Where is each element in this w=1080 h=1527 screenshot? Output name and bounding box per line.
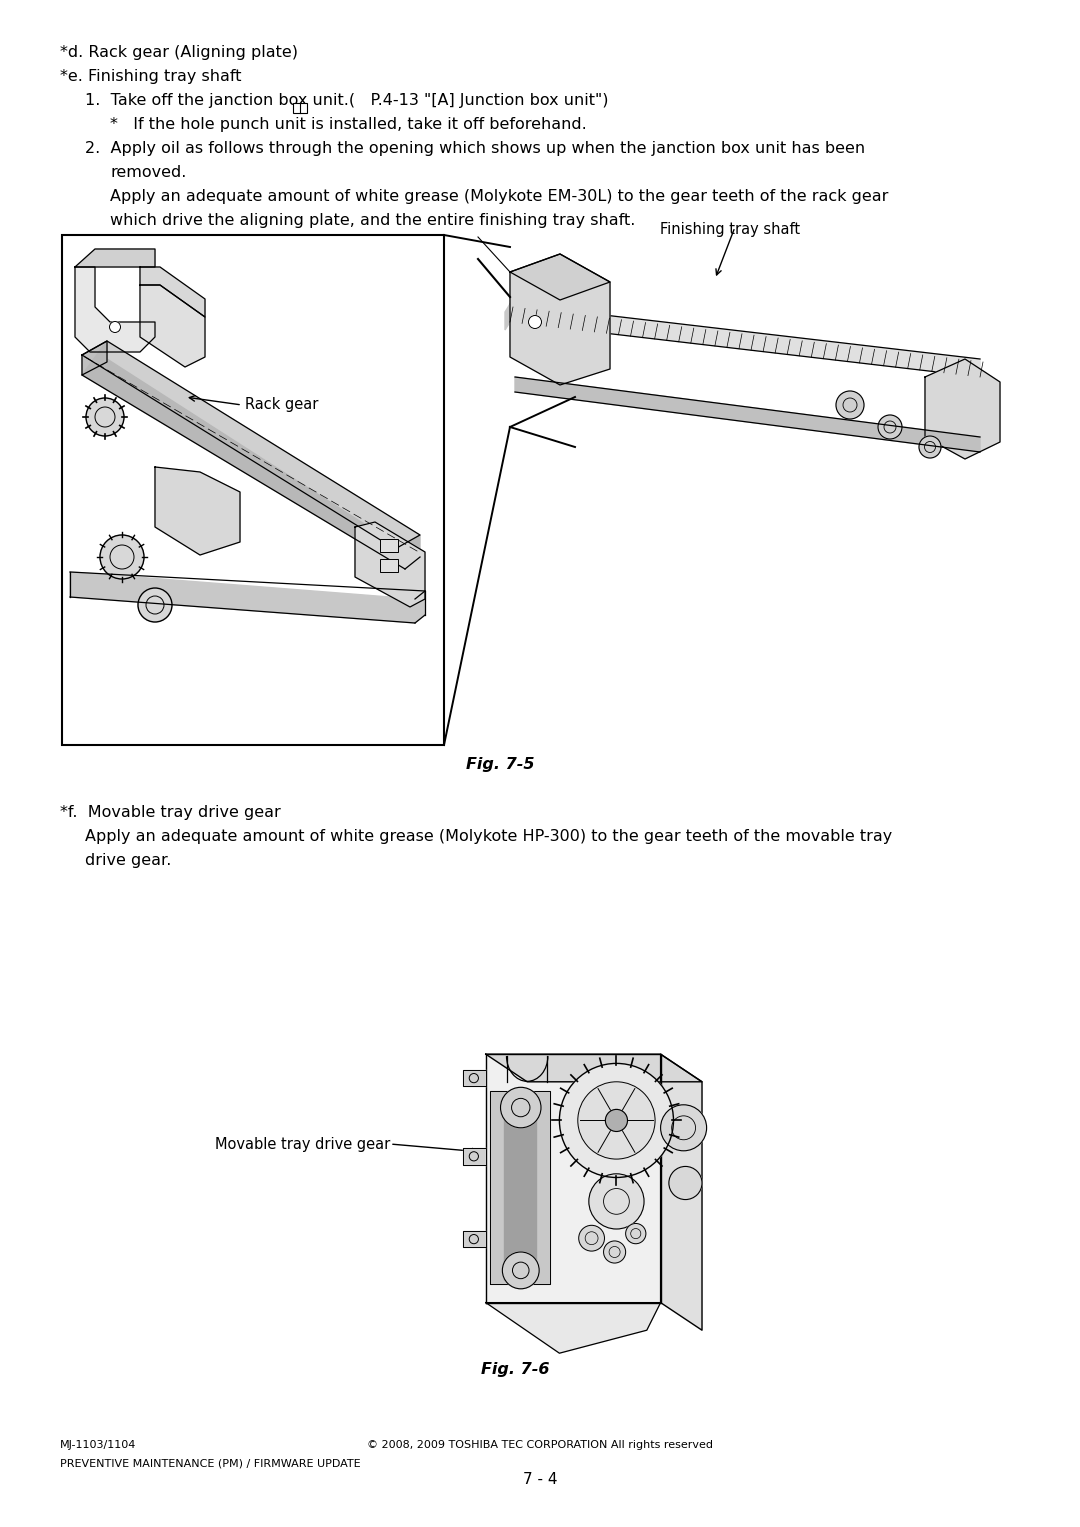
Text: 2.  Apply oil as follows through the opening which shows up when the janction bo: 2. Apply oil as follows through the open… xyxy=(85,140,865,156)
Text: PREVENTIVE MAINTENANCE (PM) / FIRMWARE UPDATE: PREVENTIVE MAINTENANCE (PM) / FIRMWARE U… xyxy=(60,1458,361,1467)
Circle shape xyxy=(138,588,172,621)
Text: Rack gear: Rack gear xyxy=(245,397,319,412)
Bar xyxy=(380,539,399,551)
Polygon shape xyxy=(486,1303,661,1353)
Text: Fig. 7-6: Fig. 7-6 xyxy=(481,1362,550,1377)
Text: *e. Finishing tray shaft: *e. Finishing tray shaft xyxy=(60,69,242,84)
Polygon shape xyxy=(82,341,420,570)
Circle shape xyxy=(578,1081,656,1159)
Circle shape xyxy=(606,1110,627,1132)
Text: *f.  Movable tray drive gear: *f. Movable tray drive gear xyxy=(60,805,281,820)
Bar xyxy=(380,559,399,573)
Polygon shape xyxy=(510,304,980,377)
Circle shape xyxy=(836,391,864,418)
Circle shape xyxy=(589,1174,644,1229)
Polygon shape xyxy=(515,377,980,452)
Circle shape xyxy=(604,1241,625,1263)
Circle shape xyxy=(559,1063,674,1177)
Polygon shape xyxy=(82,341,107,376)
Polygon shape xyxy=(486,1054,702,1081)
Text: 1.  Take off the janction box unit.(   P.4-13 "[A] Junction box unit"): 1. Take off the janction box unit.( P.4-… xyxy=(85,93,608,108)
Text: which drive the aligning plate, and the entire finishing tray shaft.: which drive the aligning plate, and the … xyxy=(110,212,635,228)
Polygon shape xyxy=(661,1054,702,1330)
Circle shape xyxy=(528,316,541,328)
Circle shape xyxy=(669,1167,702,1200)
Text: © 2008, 2009 TOSHIBA TEC CORPORATION All rights reserved: © 2008, 2009 TOSHIBA TEC CORPORATION All… xyxy=(367,1440,713,1451)
Text: drive gear.: drive gear. xyxy=(85,854,172,867)
Circle shape xyxy=(661,1106,706,1151)
Polygon shape xyxy=(75,249,156,267)
Polygon shape xyxy=(75,267,156,353)
Text: Apply an adequate amount of white grease (Molykote EM-30L) to the gear teeth of : Apply an adequate amount of white grease… xyxy=(110,189,889,205)
Circle shape xyxy=(579,1225,605,1251)
Circle shape xyxy=(500,1087,541,1128)
Polygon shape xyxy=(510,253,610,385)
Polygon shape xyxy=(505,304,510,330)
Text: 7 - 4: 7 - 4 xyxy=(523,1472,557,1487)
Text: *   If the hole punch unit is installed, take it off beforehand.: * If the hole punch unit is installed, t… xyxy=(110,118,586,131)
Text: MJ-1103/1104: MJ-1103/1104 xyxy=(60,1440,136,1451)
Polygon shape xyxy=(140,286,205,366)
Text: Movable tray drive gear: Movable tray drive gear xyxy=(215,1138,390,1151)
Text: Apply an adequate amount of white grease (Molykote HP-300) to the gear teeth of : Apply an adequate amount of white grease… xyxy=(85,829,892,844)
Bar xyxy=(293,102,308,113)
Polygon shape xyxy=(463,1070,486,1086)
Polygon shape xyxy=(463,1148,486,1165)
Polygon shape xyxy=(504,1095,537,1280)
Text: Fig. 7-5: Fig. 7-5 xyxy=(465,757,535,773)
Polygon shape xyxy=(70,573,426,623)
Polygon shape xyxy=(924,359,1000,460)
Bar xyxy=(62,235,444,745)
Polygon shape xyxy=(510,253,610,299)
Circle shape xyxy=(100,534,144,579)
Polygon shape xyxy=(463,1231,486,1248)
Circle shape xyxy=(878,415,902,438)
Polygon shape xyxy=(156,467,240,554)
Circle shape xyxy=(109,322,121,333)
Circle shape xyxy=(502,1252,539,1289)
Circle shape xyxy=(625,1223,646,1243)
Text: removed.: removed. xyxy=(110,165,187,180)
Circle shape xyxy=(919,437,941,458)
Text: Finishing tray shaft: Finishing tray shaft xyxy=(660,221,800,237)
Circle shape xyxy=(86,399,124,437)
Polygon shape xyxy=(82,341,420,550)
Polygon shape xyxy=(355,522,426,608)
Polygon shape xyxy=(490,1090,550,1284)
Text: *d. Rack gear (Aligning plate): *d. Rack gear (Aligning plate) xyxy=(60,44,298,60)
Polygon shape xyxy=(140,267,205,318)
Polygon shape xyxy=(486,1054,661,1303)
